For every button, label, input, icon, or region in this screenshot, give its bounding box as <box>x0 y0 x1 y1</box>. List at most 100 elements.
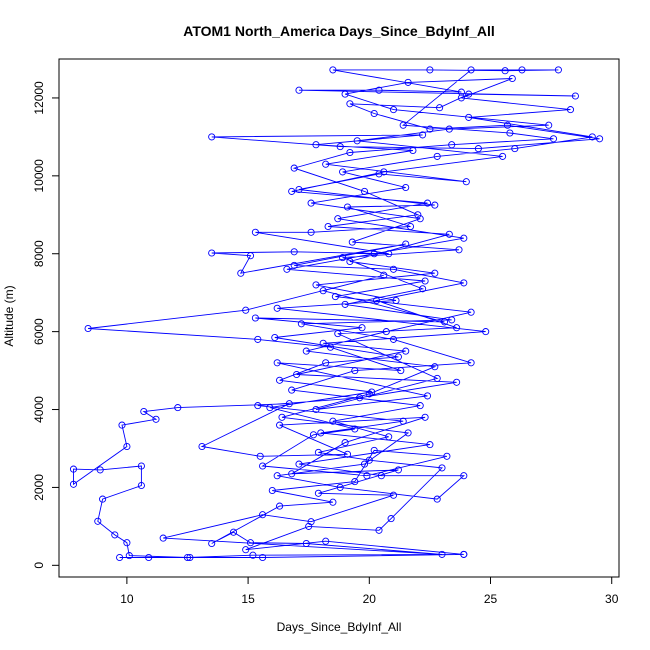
data-point <box>385 250 393 258</box>
data-point <box>183 553 192 562</box>
data-point <box>208 133 216 141</box>
data-point <box>382 328 390 336</box>
data-point <box>319 287 327 295</box>
data-point <box>84 324 92 333</box>
data-point <box>339 168 347 176</box>
data-point <box>358 324 366 332</box>
data-point <box>116 553 124 562</box>
data-point <box>416 402 424 410</box>
data-point <box>360 187 369 195</box>
x-tick-label: 25 <box>484 592 498 606</box>
data-point <box>588 133 596 141</box>
y-tick-label: 2000 <box>32 474 46 501</box>
data-point <box>343 203 352 211</box>
x-tick-label: 10 <box>120 592 134 606</box>
data-point <box>351 478 359 486</box>
data-point <box>406 222 415 231</box>
data-point <box>462 178 470 186</box>
data-point <box>339 254 347 262</box>
data-point <box>285 400 293 408</box>
data-point <box>259 553 267 562</box>
chart-title: ATOM1 North_America Days_Since_BdyInf_Al… <box>183 23 494 39</box>
data-point <box>402 347 410 355</box>
data-point <box>329 498 337 506</box>
data-point <box>273 304 281 312</box>
data-point <box>336 143 344 151</box>
data-point <box>295 185 303 194</box>
x-tick-label: 30 <box>605 592 619 606</box>
data-point <box>324 222 332 231</box>
x-tick-label: 20 <box>363 592 377 606</box>
data-point <box>273 359 281 367</box>
data-point <box>266 404 274 412</box>
data-point <box>118 421 126 429</box>
data-point <box>380 168 388 176</box>
data-point <box>140 407 148 416</box>
data-point <box>259 511 267 519</box>
data-point <box>499 152 507 160</box>
data-point <box>295 460 303 468</box>
data-point <box>288 187 296 195</box>
data-point <box>431 269 439 277</box>
data-point <box>467 308 475 316</box>
data-point <box>242 306 250 314</box>
data-point <box>334 330 342 338</box>
data-point <box>254 335 262 343</box>
data-point <box>259 462 267 470</box>
data-point <box>423 392 432 400</box>
data-point <box>433 152 441 160</box>
data-point <box>242 546 250 554</box>
data-point <box>351 367 359 375</box>
data-point <box>503 121 512 129</box>
data-point <box>436 104 444 112</box>
data-point <box>246 252 255 260</box>
data-point <box>314 448 322 456</box>
data-point <box>373 296 381 305</box>
data-point <box>385 433 393 441</box>
data-point <box>346 257 354 266</box>
data-point <box>96 466 104 474</box>
data-point <box>174 404 182 412</box>
data-point <box>322 359 330 367</box>
data-point <box>341 90 349 98</box>
data-point <box>375 86 383 94</box>
data-point <box>545 121 553 129</box>
data-point <box>554 66 562 74</box>
y-tick-label: 6000 <box>32 318 46 345</box>
data-point <box>370 446 378 454</box>
y-tick-label: 10000 <box>32 159 46 193</box>
data-point <box>375 526 383 534</box>
x-axis-label: Days_Since_BdyInf_All <box>277 620 402 634</box>
data-point <box>251 228 259 236</box>
data-point <box>99 495 107 503</box>
data-point <box>290 248 298 256</box>
data-point <box>346 100 354 108</box>
data-point <box>249 551 257 559</box>
data-point <box>438 464 446 472</box>
data-point <box>123 539 131 547</box>
data-point <box>276 502 284 510</box>
data-point <box>319 339 327 347</box>
data-point <box>137 481 145 490</box>
data-point <box>431 201 439 209</box>
data-point <box>152 415 160 423</box>
data-point <box>419 285 427 293</box>
data-point <box>443 452 451 460</box>
data-point <box>421 277 429 285</box>
y-axis-label: Altitude (m) <box>2 285 16 346</box>
data-point <box>501 67 509 75</box>
data-point <box>445 125 453 133</box>
data-point <box>457 94 465 102</box>
data-point <box>145 553 153 562</box>
data-point <box>208 539 216 548</box>
y-tick-label: 4000 <box>32 396 46 423</box>
data-point <box>467 66 475 74</box>
data-point <box>506 129 514 137</box>
data-point <box>596 135 604 143</box>
data-point <box>426 441 434 449</box>
data-point <box>404 429 412 437</box>
data-point <box>397 367 405 375</box>
data-point <box>399 121 407 129</box>
data-point <box>409 146 417 155</box>
data-point <box>307 228 315 236</box>
